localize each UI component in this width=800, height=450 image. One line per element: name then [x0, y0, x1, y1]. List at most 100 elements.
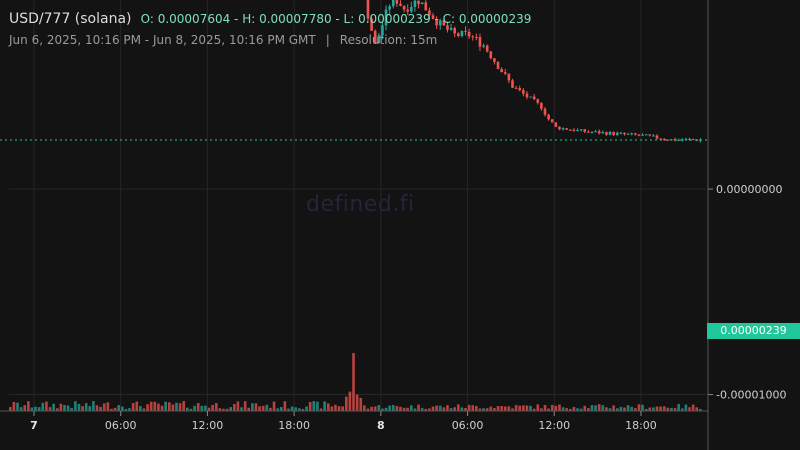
volume-bar	[652, 407, 655, 411]
volume-bar	[222, 408, 225, 411]
volume-bar	[532, 408, 536, 411]
volume-bar	[612, 405, 615, 411]
volume-bar	[485, 408, 489, 411]
volume-bar	[128, 408, 131, 411]
volume-bar	[276, 408, 279, 411]
candle-body	[634, 133, 637, 135]
volume-bar	[326, 403, 330, 411]
volume-bar	[637, 404, 641, 411]
candle-body	[438, 20, 442, 26]
volume-bar	[402, 407, 406, 411]
candle-body	[644, 134, 648, 136]
x-tick-label: 7	[30, 419, 38, 432]
volume-bar	[460, 407, 464, 411]
candle-body	[431, 15, 435, 19]
volume-bar	[41, 402, 45, 411]
volume-bar	[699, 408, 702, 411]
candle-body	[608, 131, 612, 135]
volume-bar	[19, 407, 23, 411]
candle-body	[384, 9, 388, 26]
volume-bar	[691, 404, 695, 411]
volume-bar	[175, 402, 178, 411]
candle-body	[507, 73, 511, 81]
candle-body	[655, 135, 659, 139]
volume-bar	[149, 401, 153, 411]
volume-bar	[561, 407, 565, 411]
volume-bar	[572, 406, 576, 411]
volume-bar	[503, 406, 507, 411]
volume-bar	[410, 405, 413, 411]
candle-body	[391, 0, 395, 7]
volume-bar	[587, 408, 590, 411]
volume-bar	[442, 407, 446, 411]
candle-body	[489, 51, 493, 59]
y-tick-label: -0.00001000	[716, 389, 786, 402]
chart-header: USD/777 (solana) O: 0.00007604 - H: 0.00…	[9, 8, 531, 27]
volume-bar	[695, 407, 699, 411]
volume-bar	[381, 408, 384, 411]
volume-bar	[634, 408, 637, 411]
last-price-tag: 0.00000239	[707, 323, 800, 339]
candle-body	[601, 132, 605, 134]
ohlc-values: O: 0.00007604 - H: 0.00007780 - L: 0.000…	[140, 12, 532, 26]
volume-bar	[218, 408, 222, 411]
candle-body	[568, 129, 572, 131]
candle-body	[467, 31, 471, 37]
candle-body	[648, 134, 652, 136]
volume-bar	[265, 404, 269, 411]
volume-bar	[406, 407, 410, 411]
candle-body	[615, 132, 619, 135]
volume-bar	[377, 405, 381, 411]
candle-body	[587, 131, 590, 133]
volume-bar	[507, 406, 511, 411]
volume-bar	[684, 404, 688, 411]
volume-bar	[579, 408, 583, 411]
candle-body	[410, 6, 413, 12]
volume-bar	[417, 404, 420, 411]
candle-body	[511, 80, 514, 88]
candle-body	[460, 30, 464, 36]
volume-bar	[294, 407, 298, 411]
volume-bar	[99, 406, 102, 411]
candle-body	[637, 134, 641, 136]
volume-bar	[186, 407, 189, 411]
volume-bar	[316, 401, 319, 411]
volume-bar	[558, 404, 561, 411]
candle-body	[554, 122, 558, 127]
volume-bar	[373, 406, 377, 411]
volume-bar	[590, 405, 594, 411]
volume-bar	[247, 407, 251, 411]
chart-grid	[9, 0, 707, 411]
volume-bar	[666, 407, 670, 411]
candle-body	[485, 45, 489, 52]
volume-bar	[348, 391, 352, 411]
volume-bar	[431, 406, 435, 411]
candle-body	[500, 68, 503, 73]
volume-bar	[467, 404, 471, 411]
candle-body	[561, 128, 565, 130]
candle-body	[677, 139, 680, 141]
candle-body	[366, 0, 370, 19]
volume-bar	[496, 406, 500, 411]
volume-bar	[615, 408, 619, 411]
candle-body	[417, 0, 420, 5]
volume-bar	[106, 402, 110, 411]
volume-bar	[240, 407, 243, 411]
candle-body	[395, 0, 399, 4]
candle-body	[377, 35, 381, 44]
volume-bar	[70, 407, 74, 411]
candle-body	[496, 61, 500, 69]
volume-bar	[388, 405, 391, 411]
volume-bar	[601, 405, 605, 411]
volume-bar	[52, 403, 55, 411]
volume-bar	[623, 407, 626, 411]
candle-body	[493, 58, 496, 62]
volume-bar	[547, 408, 550, 411]
volume-bar	[301, 408, 305, 411]
volume-bar	[30, 407, 34, 411]
candle-body	[381, 25, 384, 36]
x-tick-label: 12:00	[192, 419, 224, 432]
volume-bar	[243, 401, 247, 411]
volume-bar	[529, 405, 532, 411]
